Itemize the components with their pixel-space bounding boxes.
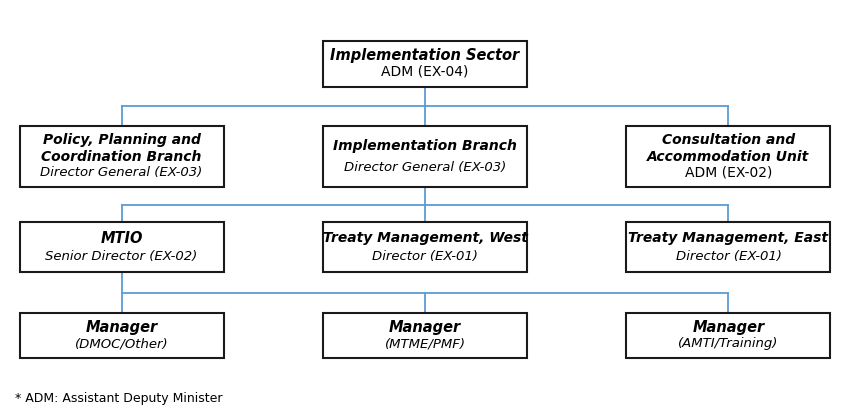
Text: Director (EX-01): Director (EX-01) <box>372 250 478 262</box>
Text: Manager: Manager <box>85 320 157 335</box>
Text: Implementation Sector: Implementation Sector <box>331 48 519 63</box>
Text: Director General (EX-03): Director General (EX-03) <box>344 161 506 174</box>
Text: MTIO: MTIO <box>100 231 143 246</box>
FancyBboxPatch shape <box>626 313 830 358</box>
Text: Accommodation Unit: Accommodation Unit <box>648 150 809 164</box>
Text: Manager: Manager <box>692 320 764 335</box>
Text: ADM (EX-02): ADM (EX-02) <box>685 166 772 180</box>
Text: * ADM: Assistant Deputy Minister: * ADM: Assistant Deputy Minister <box>15 392 223 405</box>
Text: Policy, Planning and: Policy, Planning and <box>42 133 201 147</box>
Text: Treaty Management, West: Treaty Management, West <box>322 232 528 246</box>
Text: Implementation Branch: Implementation Branch <box>333 138 517 152</box>
Text: (AMTI/Training): (AMTI/Training) <box>678 337 779 350</box>
Text: Coordination Branch: Coordination Branch <box>42 150 201 164</box>
Text: (MTME/PMF): (MTME/PMF) <box>384 337 466 350</box>
FancyBboxPatch shape <box>323 222 527 272</box>
FancyBboxPatch shape <box>626 222 830 272</box>
Text: Director (EX-01): Director (EX-01) <box>676 250 781 262</box>
FancyBboxPatch shape <box>20 126 224 187</box>
Text: (DMOC/Other): (DMOC/Other) <box>75 337 168 350</box>
FancyBboxPatch shape <box>323 126 527 187</box>
Text: Consultation and: Consultation and <box>662 133 795 147</box>
Text: Senior Director (EX-02): Senior Director (EX-02) <box>45 250 198 262</box>
FancyBboxPatch shape <box>323 313 527 358</box>
Text: ADM (EX-04): ADM (EX-04) <box>382 65 468 79</box>
Text: Treaty Management, East: Treaty Management, East <box>628 232 829 246</box>
FancyBboxPatch shape <box>323 41 527 87</box>
FancyBboxPatch shape <box>626 126 830 187</box>
FancyBboxPatch shape <box>20 313 224 358</box>
FancyBboxPatch shape <box>20 222 224 272</box>
Text: Manager: Manager <box>388 320 461 335</box>
Text: Director General (EX-03): Director General (EX-03) <box>41 166 202 179</box>
